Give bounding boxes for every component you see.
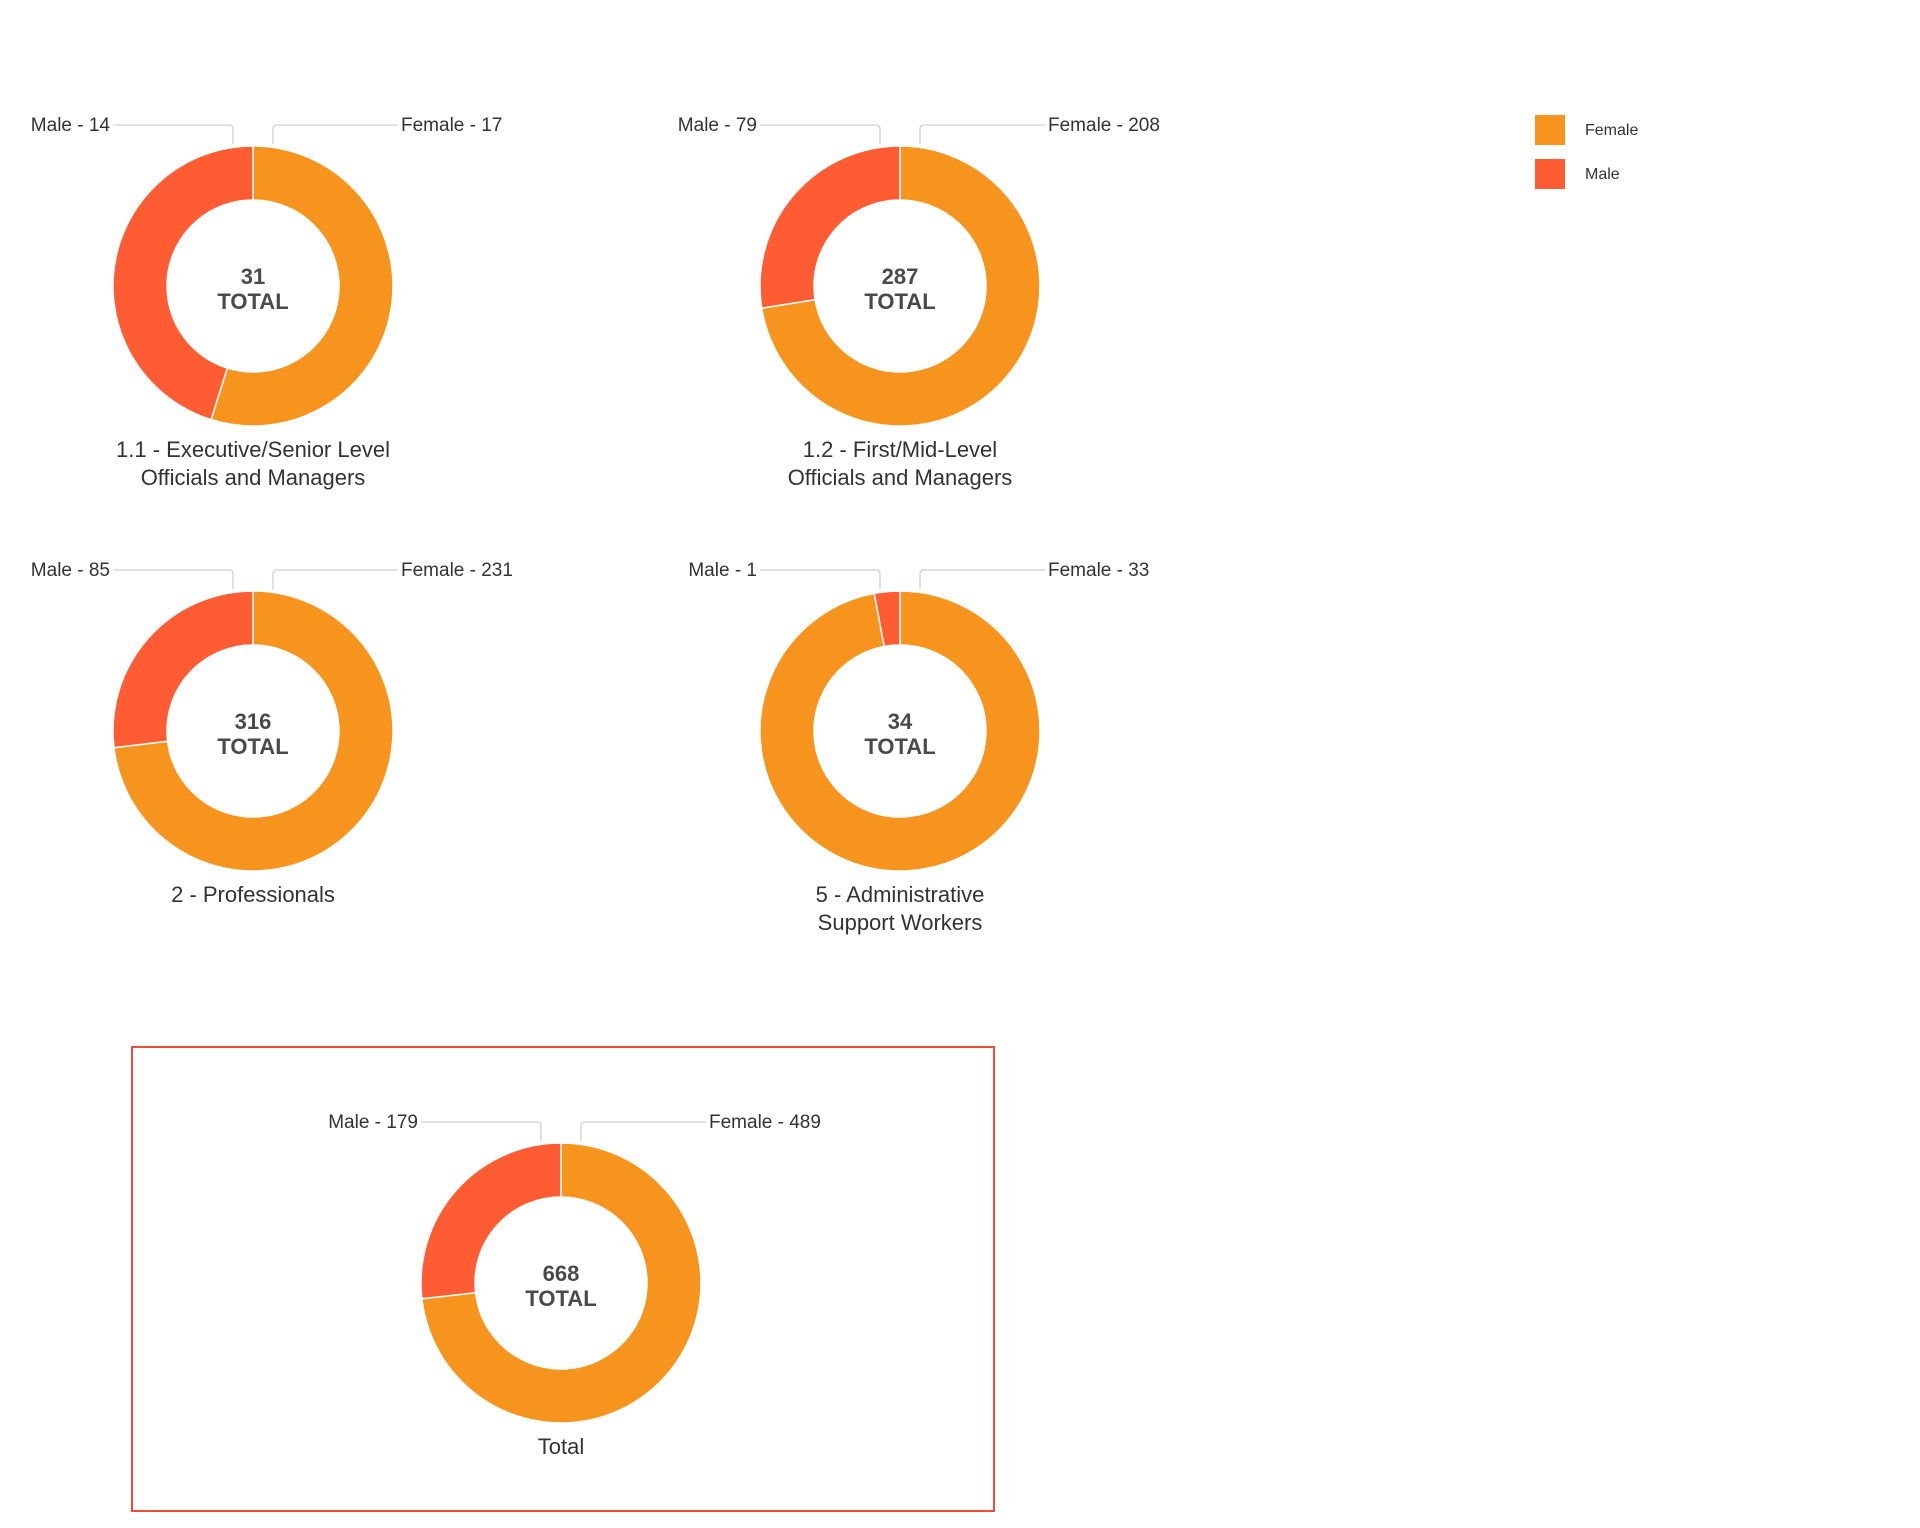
slice-female[interactable] — [210, 145, 394, 427]
center-total-label: TOTAL — [525, 1286, 596, 1311]
slice-label-female: Female - 231 — [401, 560, 513, 581]
leader-line-male — [421, 1121, 542, 1141]
chart-title-line: 1.2 - First/Mid-Level — [803, 437, 997, 462]
highlight-frame — [131, 1046, 995, 1512]
slice-female[interactable] — [760, 145, 1041, 427]
slice-male[interactable] — [112, 145, 254, 421]
legend-swatch-female — [1535, 115, 1565, 145]
center-total-label: TOTAL — [864, 734, 935, 759]
chart-title-line: Total — [538, 1434, 584, 1459]
center-total-value: 287 — [882, 264, 919, 289]
chart-title-line: 1.1 - Executive/Senior Level — [116, 437, 390, 462]
leader-line-female — [272, 569, 398, 589]
leader-line-male — [113, 124, 234, 144]
chart-title-line: 2 - Professionals — [171, 882, 335, 907]
slice-label-male: Male - 14 — [31, 115, 111, 136]
slice-label-female: Female - 17 — [401, 115, 502, 136]
leader-line-female — [272, 124, 398, 144]
legend-label-male: Male — [1585, 166, 1620, 183]
slice-female[interactable] — [113, 590, 394, 872]
center-total-value: 31 — [241, 264, 265, 289]
legend-label-female: Female — [1585, 122, 1638, 139]
chart-title-line: 5 - Administrative — [816, 882, 985, 907]
leader-line-female — [919, 124, 1045, 144]
center-total-value: 316 — [235, 709, 272, 734]
slice-label-male: Male - 79 — [678, 115, 757, 136]
center-total-label: TOTAL — [217, 734, 288, 759]
legend-item-male[interactable]: Male — [1535, 159, 1620, 189]
legend-item-female[interactable]: Female — [1535, 115, 1638, 145]
leader-line-male — [760, 569, 881, 589]
slice-male[interactable] — [112, 590, 254, 749]
leader-line-male — [113, 569, 234, 589]
chart-title-line: Officials and Managers — [788, 465, 1013, 490]
slice-male[interactable] — [420, 1142, 562, 1300]
center-total-value: 34 — [888, 709, 913, 734]
slice-label-female: Female - 489 — [709, 1112, 821, 1133]
center-total-value: 668 — [543, 1261, 580, 1286]
slice-label-female: Female - 208 — [1048, 115, 1160, 136]
legend-swatch-male — [1535, 159, 1565, 189]
slice-male[interactable] — [759, 145, 901, 309]
leader-line-female — [580, 1121, 706, 1141]
slice-label-male: Male - 179 — [328, 1112, 418, 1133]
slice-label-male: Male - 85 — [31, 560, 110, 581]
center-total-label: TOTAL — [217, 289, 288, 314]
chart-title-line: Support Workers — [818, 910, 983, 935]
slice-male[interactable] — [873, 590, 901, 648]
leader-line-female — [919, 569, 1045, 589]
slice-label-male: Male - 1 — [688, 560, 757, 581]
center-total-label: TOTAL — [864, 289, 935, 314]
legend: Female Male — [1535, 115, 1638, 189]
slice-female[interactable] — [421, 1142, 702, 1424]
leader-line-male — [760, 124, 881, 144]
chart-title-line: Officials and Managers — [141, 465, 366, 490]
slice-female[interactable] — [759, 590, 1041, 872]
slice-label-female: Female - 33 — [1048, 560, 1149, 581]
